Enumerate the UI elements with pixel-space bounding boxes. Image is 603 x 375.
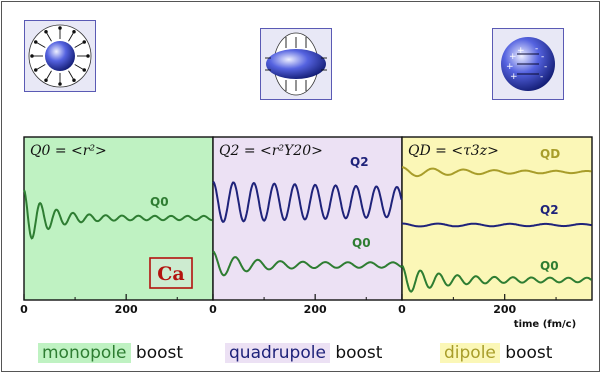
- x-tick-label-2-1: 200: [493, 303, 516, 316]
- legend-dipole: dipole boost: [440, 342, 552, 364]
- svg-text:+: +: [517, 46, 525, 56]
- svg-text:+: +: [510, 72, 518, 82]
- legend-highlight-quadrupole: quadrupole: [225, 343, 330, 363]
- legend-word-quadrupole: boost: [335, 343, 383, 363]
- dipole-nucleus-icon: + + + + ----: [492, 28, 564, 100]
- series-line-1-1: [212, 250, 402, 277]
- legend: monopole boost quadrupole boost dipole b…: [0, 338, 603, 368]
- monopole-nucleus-icon: [24, 20, 96, 92]
- svg-text:-: -: [541, 52, 544, 62]
- svg-text:-: -: [535, 44, 538, 54]
- svg-text:-: -: [544, 62, 547, 72]
- x-tick-label-1-1: 200: [304, 303, 327, 316]
- series-label-2-0: QD: [540, 147, 560, 161]
- element-label-box: [149, 257, 193, 289]
- svg-text:+: +: [506, 62, 514, 72]
- dipole-panel: [401, 136, 593, 301]
- svg-text:-: -: [540, 72, 543, 82]
- x-tick-label-0-0: 0: [20, 303, 28, 316]
- x-axis-label: time (fm/c): [514, 319, 576, 330]
- panel-title-0: Q0 = <r²>: [30, 143, 107, 159]
- series-label-1-1: Q0: [352, 236, 371, 250]
- panel-title-1: Q2 = <r²Y20>: [219, 143, 323, 159]
- panel-title-2: QD = <τ3z>: [408, 143, 499, 159]
- legend-highlight-dipole: dipole: [440, 343, 500, 363]
- series-label-2-2: Q0: [540, 259, 559, 273]
- series-line-2-2: [401, 264, 593, 293]
- x-tick-label-1-0: 0: [209, 303, 217, 316]
- legend-word-monopole: boost: [135, 343, 184, 363]
- legend-word-dipole: boost: [505, 343, 553, 363]
- series-line-1-0: [212, 180, 403, 224]
- series-label-0-0: Q0: [150, 195, 169, 209]
- element-label: Ca: [157, 263, 184, 285]
- x-tick-label-0-1: 200: [115, 303, 138, 316]
- series-line-2-1: [402, 222, 592, 228]
- series-label-2-1: Q2: [540, 203, 559, 217]
- series-line-0-0: [23, 189, 213, 240]
- legend-quadrupole: quadrupole boost: [225, 342, 382, 364]
- x-tick-label-2-0: 0: [398, 303, 406, 316]
- series-label-1-0: Q2: [350, 155, 369, 169]
- legend-monopole: monopole boost: [38, 342, 183, 364]
- legend-highlight-monopole: monopole: [38, 343, 131, 363]
- quadrupole-nucleus-icon: [260, 28, 332, 100]
- svg-text:+: +: [509, 52, 517, 62]
- series-line-2-0: [401, 166, 592, 178]
